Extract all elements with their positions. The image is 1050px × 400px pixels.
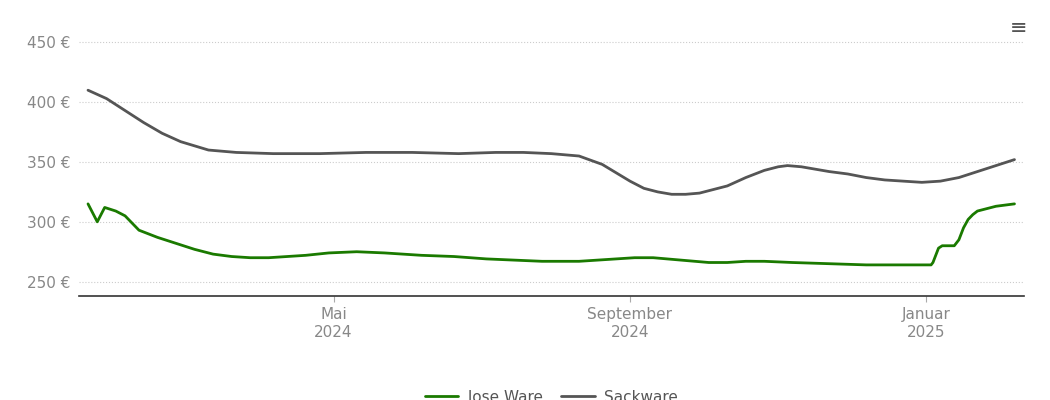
Sackware [860, 175, 873, 180]
Sackware [916, 180, 928, 185]
Sackware [230, 150, 243, 155]
lose Ware [572, 259, 585, 264]
Sackware [119, 108, 131, 113]
Sackware [360, 150, 373, 155]
Text: ≡: ≡ [1009, 18, 1027, 38]
lose Ware [109, 209, 122, 214]
Sackware [596, 162, 609, 167]
Legend: lose Ware, Sackware: lose Ware, Sackware [419, 384, 684, 400]
lose Ware [1008, 202, 1021, 206]
Sackware [100, 96, 112, 101]
Sackware [693, 191, 706, 196]
Sackware [624, 179, 636, 184]
Sackware [721, 184, 734, 188]
Sackware [406, 150, 419, 155]
Sackware [267, 151, 279, 156]
Sackware [758, 168, 771, 173]
Sackware [651, 190, 664, 194]
Sackware [990, 163, 1003, 168]
Sackware [952, 175, 965, 180]
Sackware [174, 139, 187, 144]
Sackware [572, 154, 585, 158]
Sackware [203, 148, 215, 152]
lose Ware [82, 202, 94, 206]
lose Ware [887, 262, 900, 267]
Sackware [879, 178, 891, 182]
Sackware [637, 186, 650, 191]
Sackware [781, 163, 794, 168]
Sackware [823, 169, 836, 174]
Sackware [897, 179, 909, 184]
Sackware [808, 167, 821, 172]
Sackware [971, 169, 984, 174]
Sackware [138, 120, 150, 125]
Sackware [679, 192, 692, 197]
Sackware [313, 151, 326, 156]
Sackware [453, 151, 465, 156]
Sackware [795, 164, 807, 169]
Sackware [82, 88, 94, 93]
Sackware [841, 172, 854, 176]
lose Ware [860, 262, 873, 267]
Sackware [518, 150, 530, 155]
Line: lose Ware: lose Ware [88, 204, 1014, 265]
Sackware [666, 192, 678, 197]
Sackware [934, 179, 947, 184]
Sackware [1008, 157, 1021, 162]
Sackware [155, 131, 168, 136]
Line: Sackware: Sackware [88, 90, 1014, 194]
lose Ware [99, 205, 111, 210]
Sackware [610, 170, 623, 175]
Sackware [772, 164, 784, 169]
lose Ware [322, 250, 335, 255]
Sackware [739, 175, 752, 180]
Sackware [489, 150, 502, 155]
lose Ware [906, 262, 919, 267]
Sackware [545, 151, 558, 156]
Sackware [707, 187, 719, 192]
